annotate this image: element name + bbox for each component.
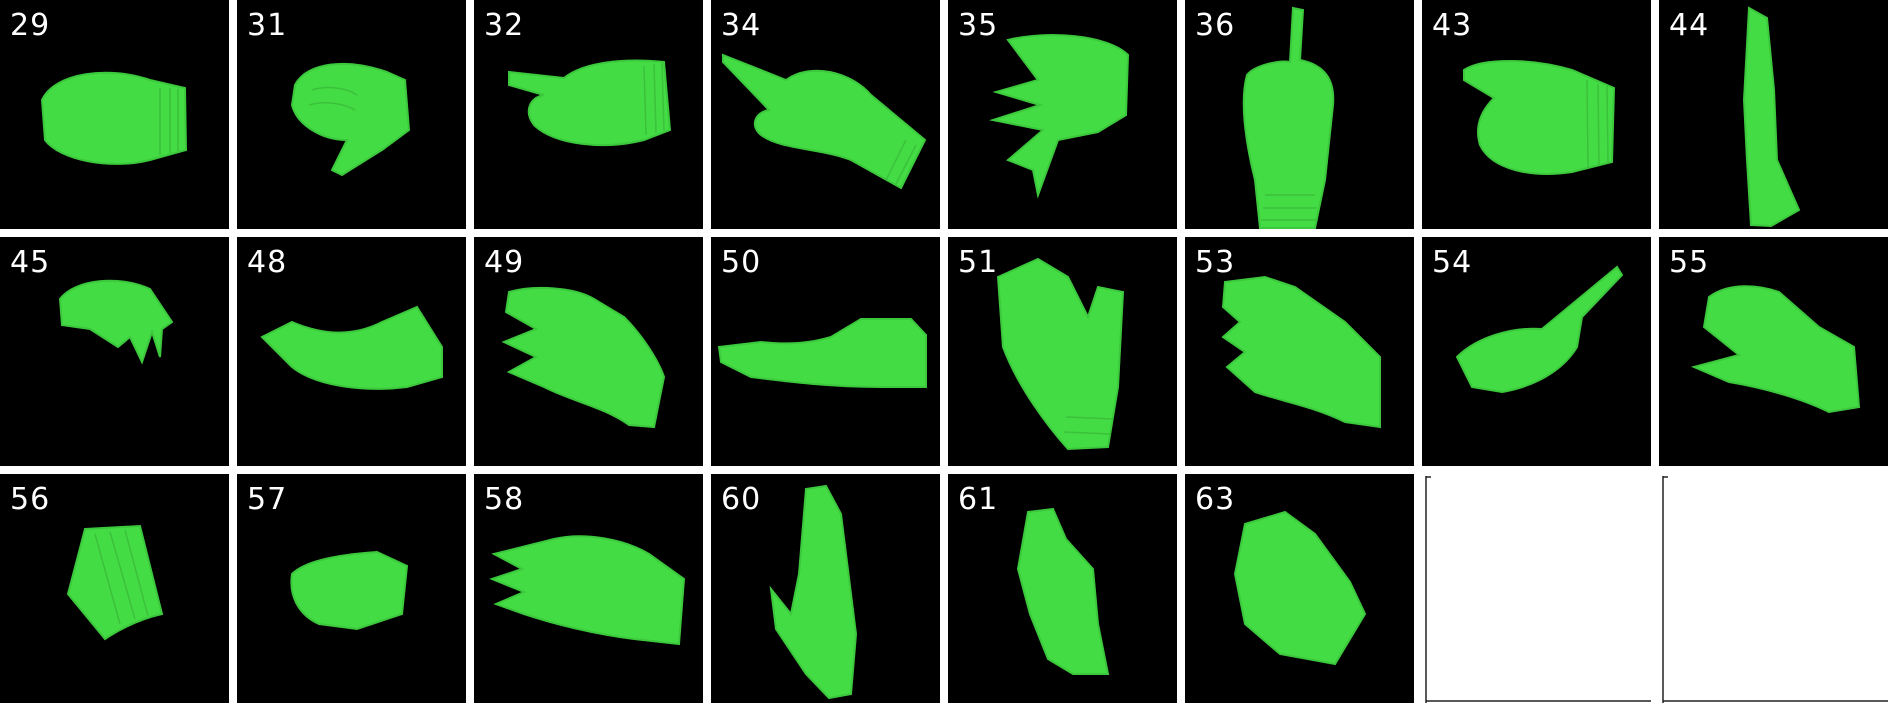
tile-number: 35 xyxy=(958,8,999,43)
gesture-tile: 61 xyxy=(948,474,1177,703)
gesture-tile: 53 xyxy=(1185,237,1414,466)
tile-number: 60 xyxy=(721,482,762,517)
glove-image xyxy=(1455,265,1624,394)
gesture-tile: 43 xyxy=(1422,0,1651,229)
gesture-tile: 34 xyxy=(711,0,940,229)
tile-number: 31 xyxy=(247,8,288,43)
gesture-tile: 48 xyxy=(237,237,466,466)
tile-number: 32 xyxy=(484,8,525,43)
tile-number: 50 xyxy=(721,245,762,280)
glove-image xyxy=(1233,510,1367,666)
tile-number: 63 xyxy=(1195,482,1236,517)
gesture-tile: 50 xyxy=(711,237,940,466)
gesture-tile: 35 xyxy=(948,0,1177,229)
tile-number: 56 xyxy=(10,482,51,517)
glove-image xyxy=(260,305,443,390)
gesture-tile: 58 xyxy=(474,474,703,703)
gesture-tile: 31 xyxy=(237,0,466,229)
gesture-tile: 56 xyxy=(0,474,229,703)
tile-number: 54 xyxy=(1432,245,1473,280)
glove-image xyxy=(58,279,174,365)
gesture-tile: 63 xyxy=(1185,474,1414,703)
tile-number: 29 xyxy=(10,8,51,43)
tile-number: 45 xyxy=(10,245,51,280)
glove-image xyxy=(1742,6,1801,228)
tile-number: 53 xyxy=(1195,245,1236,280)
glove-image xyxy=(996,257,1125,451)
gesture-tile: 44 xyxy=(1659,0,1888,229)
glove-image xyxy=(508,59,672,146)
glove-image xyxy=(1463,60,1616,175)
blank-frame xyxy=(1425,476,1651,703)
tile-number: 49 xyxy=(484,245,525,280)
gesture-tile: 45 xyxy=(0,237,229,466)
glove-image xyxy=(769,484,858,700)
gesture-tile: 55 xyxy=(1659,237,1888,466)
gesture-tile: 36 xyxy=(1185,0,1414,229)
tile-number: 34 xyxy=(721,8,762,43)
glove-image xyxy=(66,524,164,641)
tile-number: 44 xyxy=(1669,8,1710,43)
glove-image xyxy=(40,71,188,165)
gesture-tile: 29 xyxy=(0,0,229,229)
tile-number: 61 xyxy=(958,482,999,517)
tile-number: 57 xyxy=(247,482,288,517)
gesture-tile: 60 xyxy=(711,474,940,703)
tile-number: 58 xyxy=(484,482,525,517)
gesture-tile: 49 xyxy=(474,237,703,466)
glove-image xyxy=(1242,6,1335,229)
glove-image xyxy=(290,62,411,177)
tile-number: 43 xyxy=(1432,8,1473,43)
glove-image xyxy=(290,550,409,631)
empty-tile xyxy=(1422,474,1651,703)
gesture-tile: 54 xyxy=(1422,237,1651,466)
empty-tile xyxy=(1659,474,1888,703)
gesture-tile: 32 xyxy=(474,0,703,229)
glove-image xyxy=(501,286,666,429)
tile-number: 55 xyxy=(1669,245,1710,280)
gesture-tile: 51 xyxy=(948,237,1177,466)
tile-number: 36 xyxy=(1195,8,1236,43)
blank-frame xyxy=(1662,476,1888,703)
glove-image xyxy=(1016,507,1110,675)
gesture-tile: 57 xyxy=(237,474,466,703)
glove-image xyxy=(1221,275,1381,429)
glove-image xyxy=(489,535,686,646)
glove-image xyxy=(722,53,927,190)
glove-image xyxy=(989,34,1130,199)
glove-image xyxy=(717,318,927,388)
tile-number: 51 xyxy=(958,245,999,280)
tile-number: 48 xyxy=(247,245,288,280)
glove-image xyxy=(1690,285,1861,414)
